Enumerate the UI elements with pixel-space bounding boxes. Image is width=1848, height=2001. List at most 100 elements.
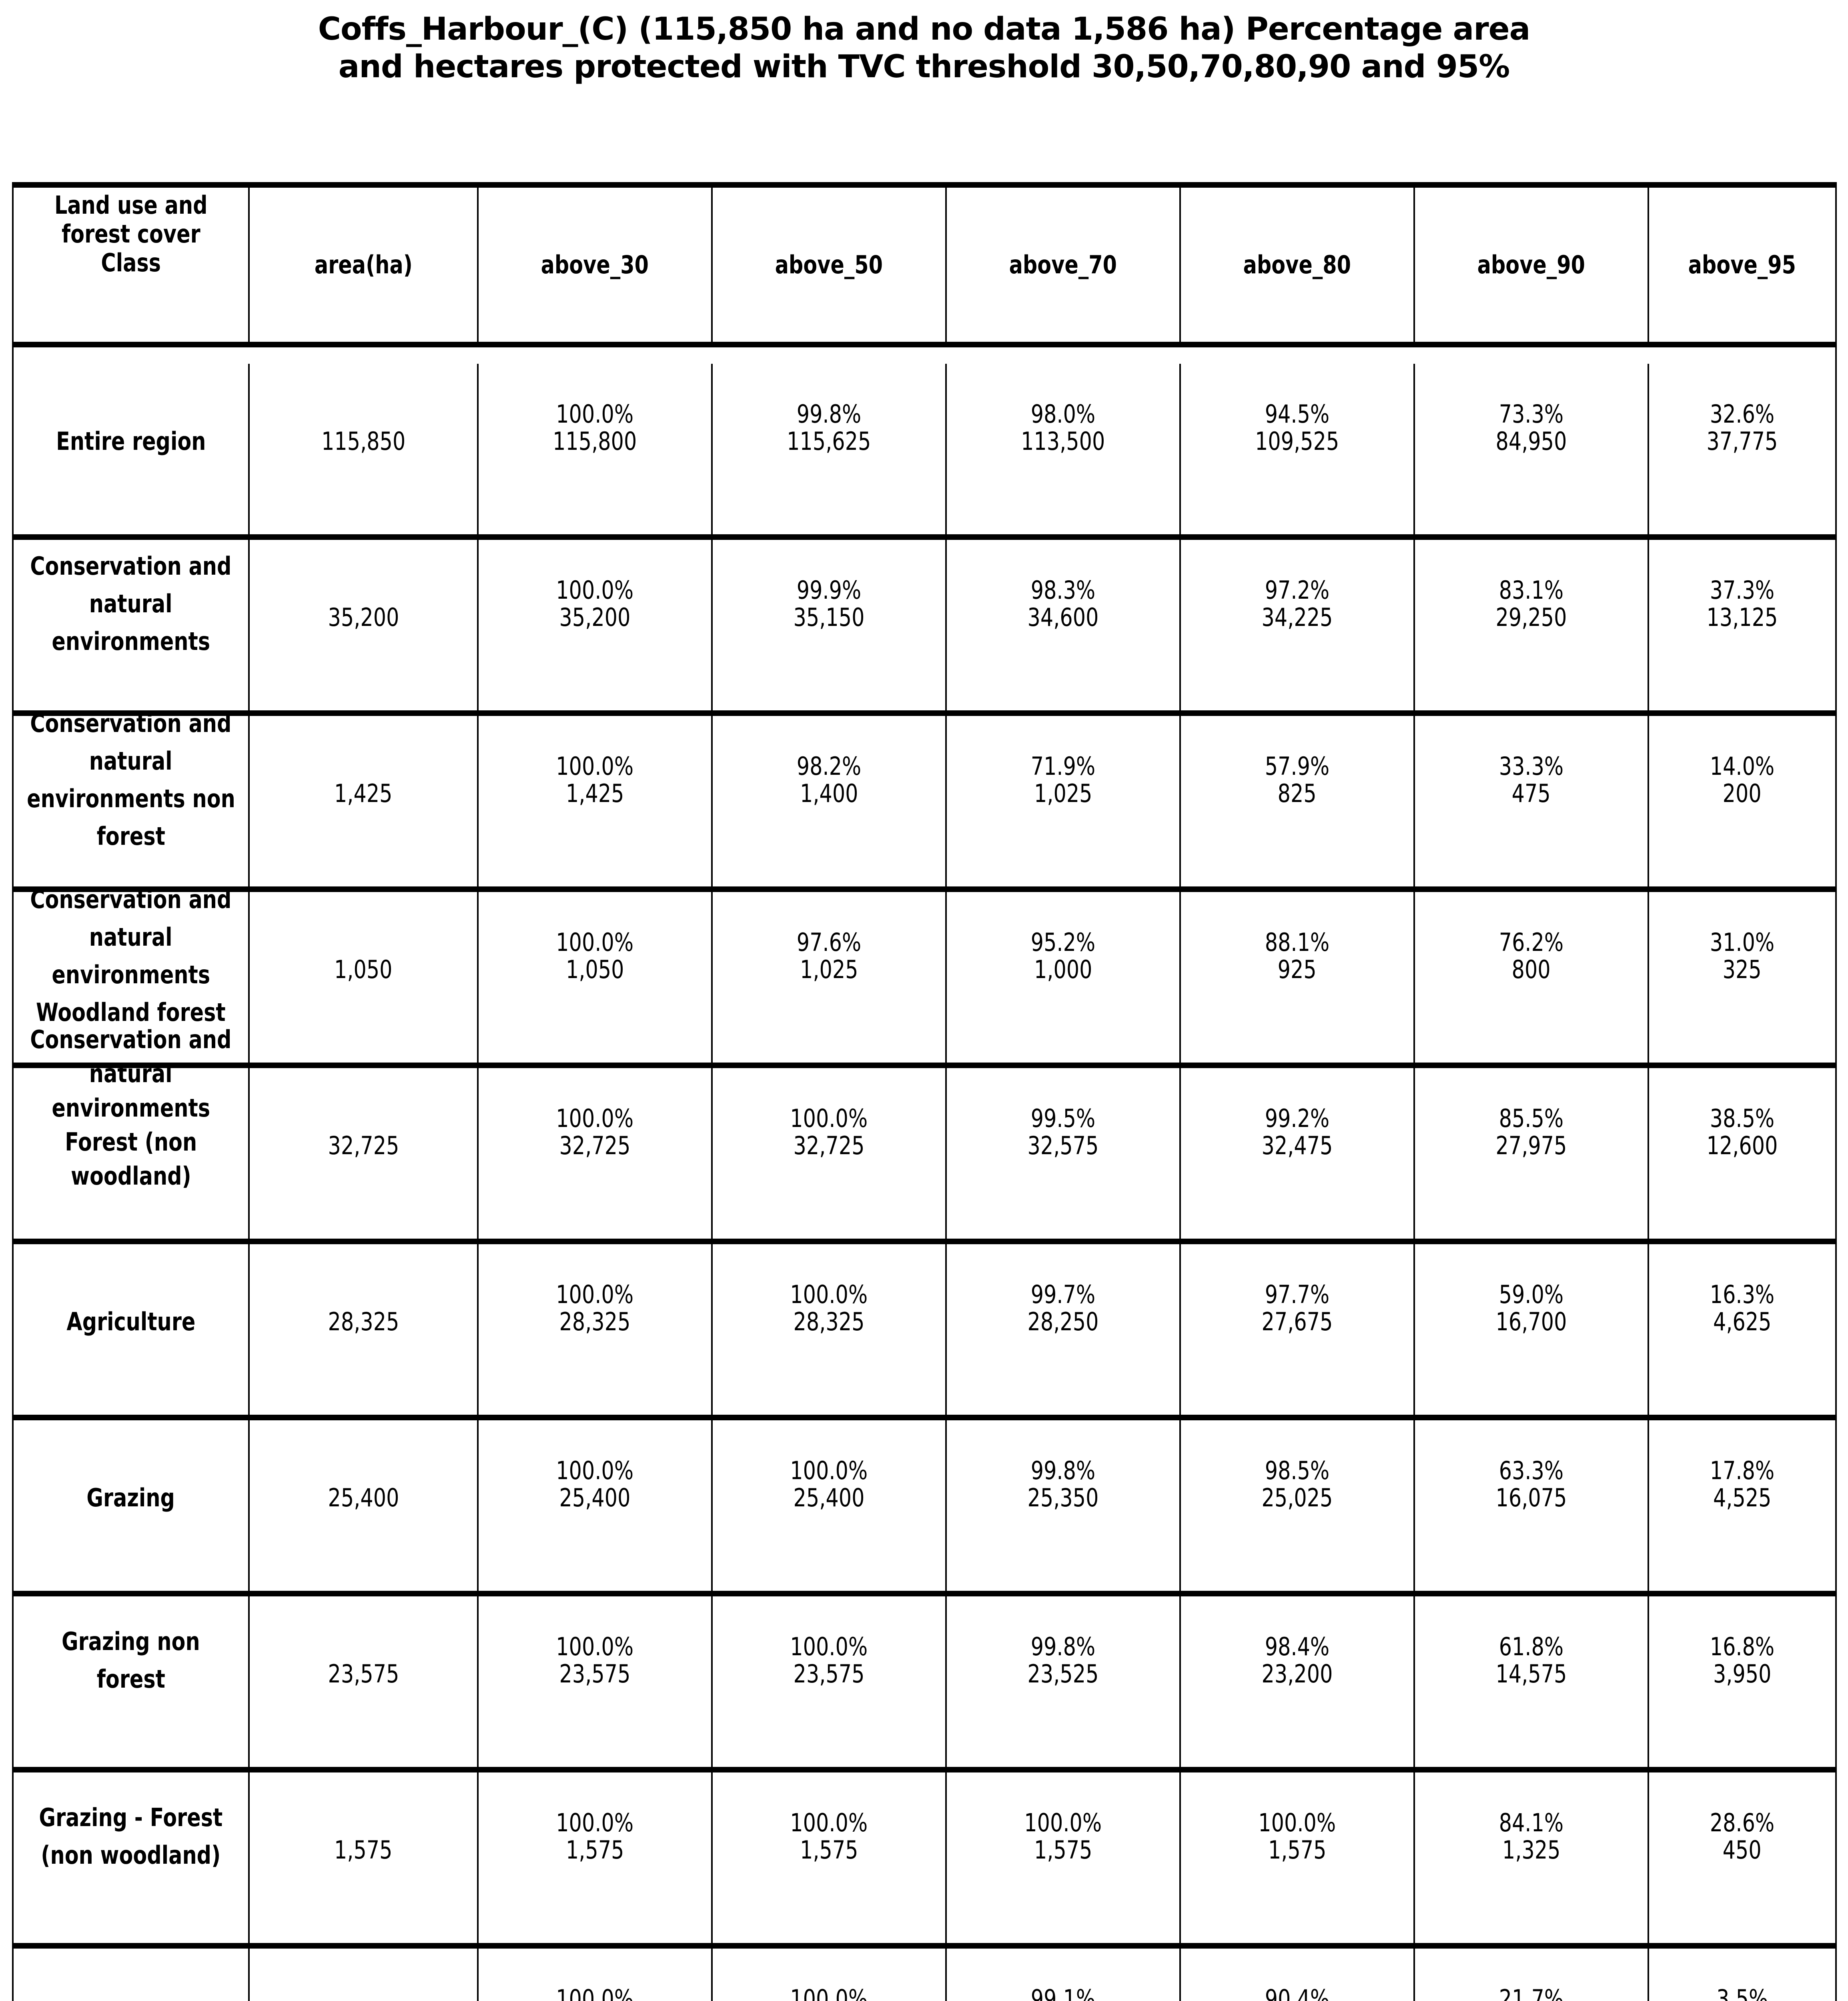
threshold-cell: 90.4%2,600 xyxy=(1181,1949,1415,2001)
threshold-values: 99.8% 115,625 xyxy=(787,399,871,456)
area-value: 23,575 xyxy=(328,1659,399,1688)
threshold-values: 100.0% 28,325 xyxy=(556,1279,634,1336)
header-cell-above-30: above_30 xyxy=(479,188,713,347)
threshold-values: 28.6% 450 xyxy=(1710,1808,1775,1865)
threshold-values: 98.4% 23,200 xyxy=(1261,1632,1333,1688)
threshold-cell: 98.3% 34,600 xyxy=(947,540,1181,716)
threshold-cell: 100.0% 1,575 xyxy=(713,1772,947,1949)
threshold-values: 100.0% 1,575 xyxy=(556,1808,634,1865)
threshold-cell: 100.0% 1,575 xyxy=(1181,1772,1415,1949)
threshold-values: 97.2% 34,225 xyxy=(1261,575,1333,632)
threshold-cell: 99.8% 23,525 xyxy=(947,1596,1181,1772)
threshold-values: 99.8% 25,350 xyxy=(1027,1456,1099,1512)
threshold-values: 99.5% 32,575 xyxy=(1027,1103,1099,1160)
threshold-values: 99.1%2,850 xyxy=(1030,1984,1096,2001)
threshold-values: 100.0% 1,575 xyxy=(790,1808,868,1865)
area-value: 25,400 xyxy=(328,1483,399,1512)
header-label: area(ha) xyxy=(314,250,413,279)
area-value: 115,850 xyxy=(321,426,406,456)
row-label-cell: Agriculture xyxy=(14,1244,250,1420)
header-label: above_30 xyxy=(541,250,649,279)
threshold-values: 83.1% 29,250 xyxy=(1495,575,1567,632)
threshold-values: 99.8% 23,525 xyxy=(1027,1632,1099,1688)
area-cell: 1,575 xyxy=(250,1772,479,1949)
threshold-values: 32.6% 37,775 xyxy=(1706,399,1778,456)
header-cell-above-50: above_50 xyxy=(713,188,947,347)
threshold-values: 88.1% 925 xyxy=(1265,927,1330,984)
threshold-cell: 99.1%2,850 xyxy=(947,1949,1181,2001)
threshold-cell: 100.0% 23,575 xyxy=(479,1596,713,1772)
threshold-cell: 63.3% 16,075 xyxy=(1415,1420,1649,1596)
threshold-cell: 100.0%2,875 xyxy=(479,1949,713,2001)
threshold-values: 94.5% 109,525 xyxy=(1255,399,1339,456)
header-cell-area-ha-: area(ha) xyxy=(250,188,479,347)
area-cell: 115,850 xyxy=(250,364,479,540)
threshold-values: 99.7% 28,250 xyxy=(1027,1279,1099,1336)
threshold-cell: 98.5% 25,025 xyxy=(1181,1420,1415,1596)
threshold-values: 90.4%2,600 xyxy=(1265,1984,1330,2001)
threshold-cell: 16.8% 3,950 xyxy=(1649,1596,1835,1772)
threshold-values: 21.7%625 xyxy=(1499,1984,1564,2001)
header-cell-above-80: above_80 xyxy=(1181,188,1415,347)
threshold-values: 95.2% 1,000 xyxy=(1030,927,1096,984)
row-label: Horticulture xyxy=(14,1927,248,2001)
threshold-cell: 73.3% 84,950 xyxy=(1415,364,1649,540)
threshold-values: 59.0% 16,700 xyxy=(1495,1279,1567,1336)
threshold-cell: 37.3% 13,125 xyxy=(1649,540,1835,716)
area-value: 2,875 xyxy=(250,1927,477,2001)
threshold-values: 14.0% 200 xyxy=(1710,751,1775,808)
area-cell: 2,875 xyxy=(250,1949,479,2001)
threshold-cell: 100.0% 23,575 xyxy=(713,1596,947,1772)
threshold-cell: 83.1% 29,250 xyxy=(1415,540,1649,716)
row-label: Grazing - Forest (non woodland) xyxy=(39,1803,223,1870)
threshold-values: 98.2% 1,400 xyxy=(796,751,862,808)
data-table: Land use and forest cover Class area(ha) abo… xyxy=(12,182,1837,2001)
header-cell-above-90: above_90 xyxy=(1415,188,1649,347)
threshold-values: 37.3% 13,125 xyxy=(1706,575,1778,632)
page-title-line2: and hectares protected with TVC threshol… xyxy=(338,49,1510,85)
threshold-values: 84.1% 1,325 xyxy=(1499,1808,1564,1865)
threshold-cell: 98.4% 23,200 xyxy=(1181,1596,1415,1772)
threshold-cell: 100.0% 1,425 xyxy=(479,716,713,892)
area-value: 32,725 xyxy=(328,1131,399,1160)
threshold-values: 100.0%2,875 xyxy=(790,1984,868,2001)
threshold-cell: 95.2% 1,000 xyxy=(947,892,1181,1068)
row-label: Grazing xyxy=(86,1483,175,1512)
threshold-values: 100.0% 1,425 xyxy=(556,751,634,808)
threshold-values: 100.0% 28,325 xyxy=(790,1279,868,1336)
threshold-values: 98.0% 113,500 xyxy=(1021,399,1105,456)
threshold-cell: 99.8% 115,625 xyxy=(713,364,947,540)
area-cell: 1,425 xyxy=(250,716,479,892)
threshold-values: 100.0% 32,725 xyxy=(790,1103,868,1160)
row-label-cell: Conservation and natural environments Woodl… xyxy=(14,885,250,1068)
header-label: above_50 xyxy=(775,250,883,279)
threshold-cell: 100.0%2,875 xyxy=(713,1949,947,2001)
threshold-values: 100.0% 115,800 xyxy=(553,399,637,456)
threshold-cell: 100.0% 1,575 xyxy=(479,1772,713,1949)
threshold-values: 100.0% 23,575 xyxy=(556,1632,634,1688)
threshold-values: 98.5% 25,025 xyxy=(1261,1456,1333,1512)
threshold-cell: 99.7% 28,250 xyxy=(947,1244,1181,1420)
area-value: 28,325 xyxy=(328,1307,399,1336)
area-value: 35,200 xyxy=(328,602,399,632)
threshold-cell: 97.7% 27,675 xyxy=(1181,1244,1415,1420)
threshold-cell: 99.5% 32,575 xyxy=(947,1068,1181,1244)
header-label: above_70 xyxy=(1009,250,1117,279)
area-cell: 1,050 xyxy=(250,892,479,1068)
threshold-cell: 100.0% 32,725 xyxy=(713,1068,947,1244)
threshold-cell: 38.5% 12,600 xyxy=(1649,1068,1835,1244)
threshold-values: 16.3% 4,625 xyxy=(1710,1279,1775,1336)
threshold-cell: 28.6% 450 xyxy=(1649,1772,1835,1949)
header-label: above_90 xyxy=(1477,250,1585,279)
threshold-values: 98.3% 34,600 xyxy=(1027,575,1099,632)
row-label: Conservation and natural environments Woodl… xyxy=(30,884,232,1027)
area-cell: 25,400 xyxy=(250,1420,479,1596)
threshold-cell: 100.0% 25,400 xyxy=(479,1420,713,1596)
threshold-cell: 97.6% 1,025 xyxy=(713,892,947,1068)
header-label: above_80 xyxy=(1243,250,1351,279)
threshold-cell: 100.0% 115,800 xyxy=(479,364,713,540)
threshold-cell: 33.3% 475 xyxy=(1415,716,1649,892)
threshold-cell: 100.0% 28,325 xyxy=(713,1244,947,1420)
threshold-values: 71.9% 1,025 xyxy=(1030,751,1096,808)
